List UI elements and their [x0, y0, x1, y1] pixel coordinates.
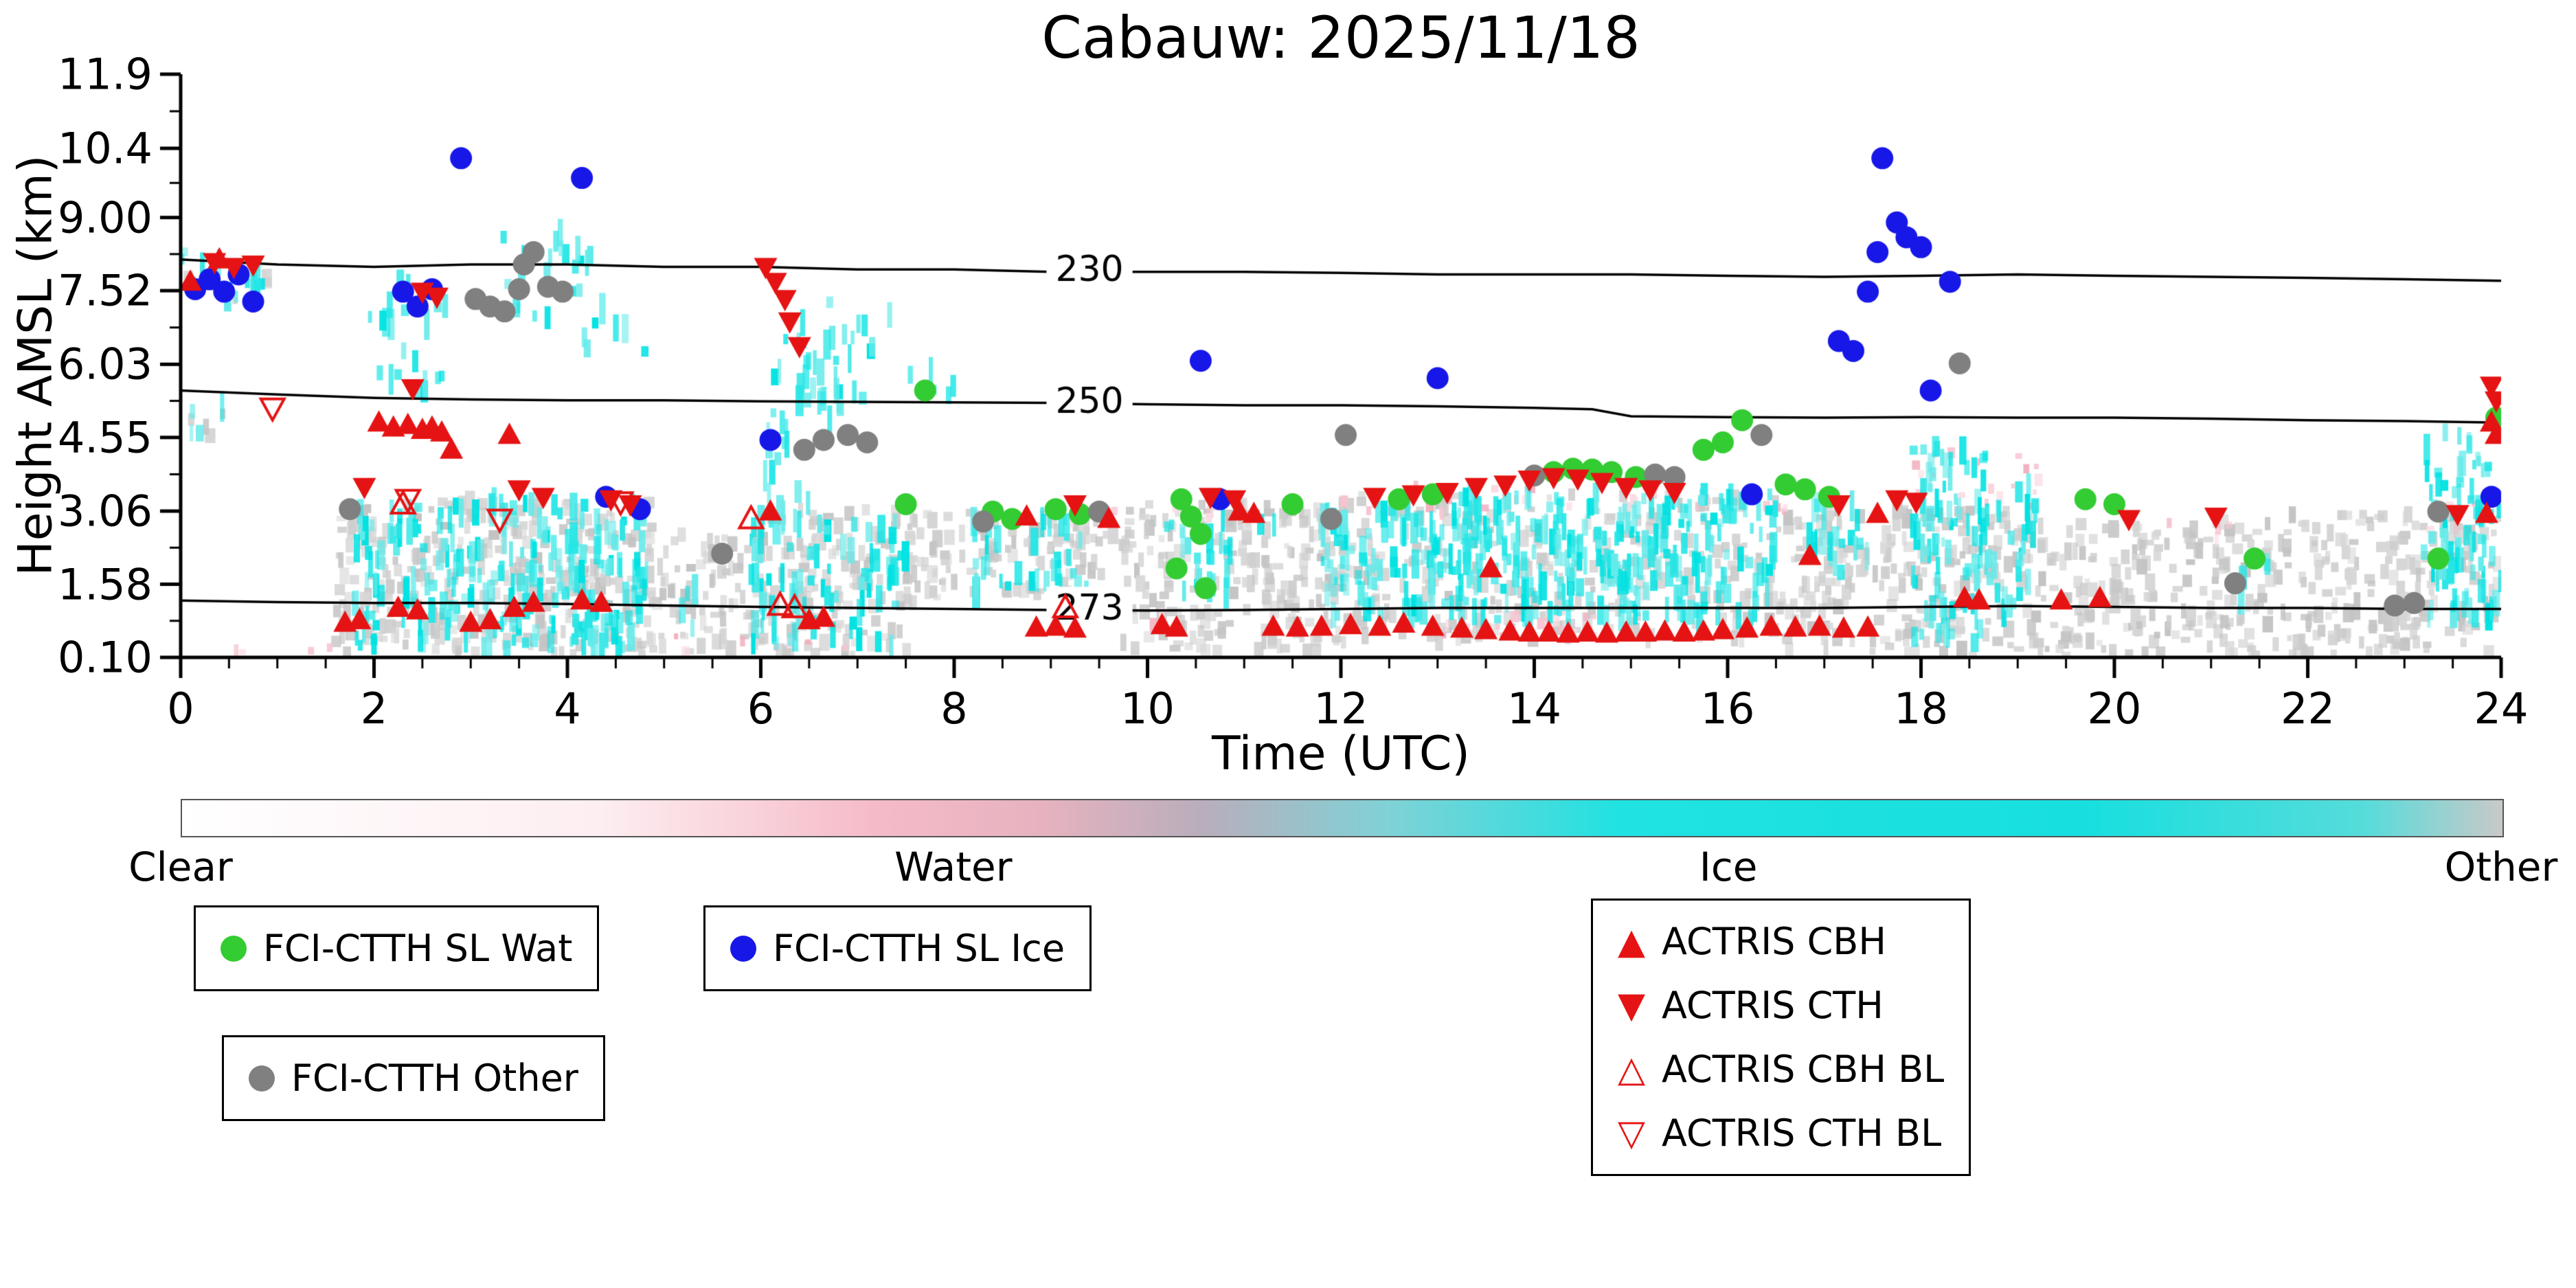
colorbar-labels: Clear Water Ice Other [128, 844, 2557, 892]
y-tick-label: 0.10 [57, 632, 152, 683]
legend-label-cbh-bl: ACTRIS CBH BL [1662, 1048, 1945, 1091]
y-tick-label: 6.03 [57, 339, 152, 389]
classification-colorbar [181, 799, 2504, 837]
y-tick-label: 4.55 [57, 412, 152, 463]
red-open-triangle-up-icon: △ [1618, 1048, 1645, 1090]
colorbar-label-water: Water [894, 844, 1013, 890]
legend-box-other: FCI-CTTH Other [222, 1035, 605, 1121]
legend-label-cbh: ACTRIS CBH [1662, 920, 1886, 963]
x-tick-label: 2 [360, 683, 388, 734]
y-tick-label: 9.00 [57, 192, 152, 243]
x-tick-label: 16 [1700, 683, 1755, 734]
legend-item-cth-bl: ▽ ACTRIS CTH BL [1618, 1111, 1944, 1155]
legend-label-cth-bl: ACTRIS CTH BL [1662, 1111, 1942, 1155]
x-tick-label: 12 [1313, 683, 1368, 734]
legend-box-sl-ice: FCI-CTTH SL Ice [703, 905, 1092, 991]
red-triangle-up-icon: ▲ [1618, 920, 1645, 962]
y-tick-label: 10.4 [57, 123, 152, 174]
x-tick-label: 0 [167, 683, 194, 734]
colorbar-label-other: Other [2444, 844, 2558, 890]
green-circle-marker-icon [221, 935, 247, 962]
legend-item-cbh-bl: △ ACTRIS CBH BL [1618, 1048, 1944, 1091]
legend-label-cth: ACTRIS CTH [1662, 984, 1884, 1027]
legend-label-other: FCI-CTTH Other [291, 1057, 578, 1100]
legend-label-sl-wat: FCI-CTTH SL Wat [263, 927, 573, 970]
blue-circle-marker-icon [730, 935, 756, 962]
red-triangle-down-icon: ▼ [1618, 984, 1645, 1026]
x-tick-label: 4 [554, 683, 581, 734]
x-tick-label: 14 [1507, 683, 1561, 734]
legend-box-sl-wat: FCI-CTTH SL Wat [194, 905, 600, 991]
legend-label-sl-ice: FCI-CTTH SL Ice [773, 927, 1065, 970]
legend-item-sl-ice: FCI-CTTH SL Ice [730, 927, 1065, 970]
x-tick-label: 8 [940, 683, 968, 734]
gray-circle-marker-icon [249, 1065, 275, 1092]
y-axis-label: Height AMSL (km) [8, 155, 63, 576]
x-tick-label: 22 [2281, 683, 2335, 734]
legend-box-actris: ▲ ACTRIS CBH ▼ ACTRIS CTH △ ACTRIS CBH B… [1591, 899, 1971, 1176]
y-tick-label: 11.9 [57, 49, 152, 100]
legend-item-sl-wat: FCI-CTTH SL Wat [221, 927, 572, 970]
x-tick-label: 6 [747, 683, 775, 734]
x-tick-label: 24 [2474, 683, 2529, 734]
red-open-triangle-down-icon: ▽ [1618, 1112, 1645, 1154]
colorbar-label-clear: Clear [128, 844, 233, 890]
page-title: Cabauw: 2025/11/18 [1041, 4, 1640, 71]
y-tick-label: 3.06 [57, 486, 152, 536]
y-tick-label: 1.58 [57, 559, 152, 609]
x-tick-label: 18 [1894, 683, 1948, 734]
legend-item-other: FCI-CTTH Other [249, 1057, 578, 1100]
legend-item-cbh: ▲ ACTRIS CBH [1618, 920, 1944, 963]
x-axis-label: Time (UTC) [1212, 727, 1470, 781]
x-tick-label: 20 [2087, 683, 2142, 734]
y-tick-label: 7.52 [57, 265, 152, 316]
x-tick-label: 10 [1120, 683, 1175, 734]
legend-item-cth: ▼ ACTRIS CTH [1618, 984, 1944, 1027]
colorbar-label-ice: Ice [1699, 844, 1758, 890]
